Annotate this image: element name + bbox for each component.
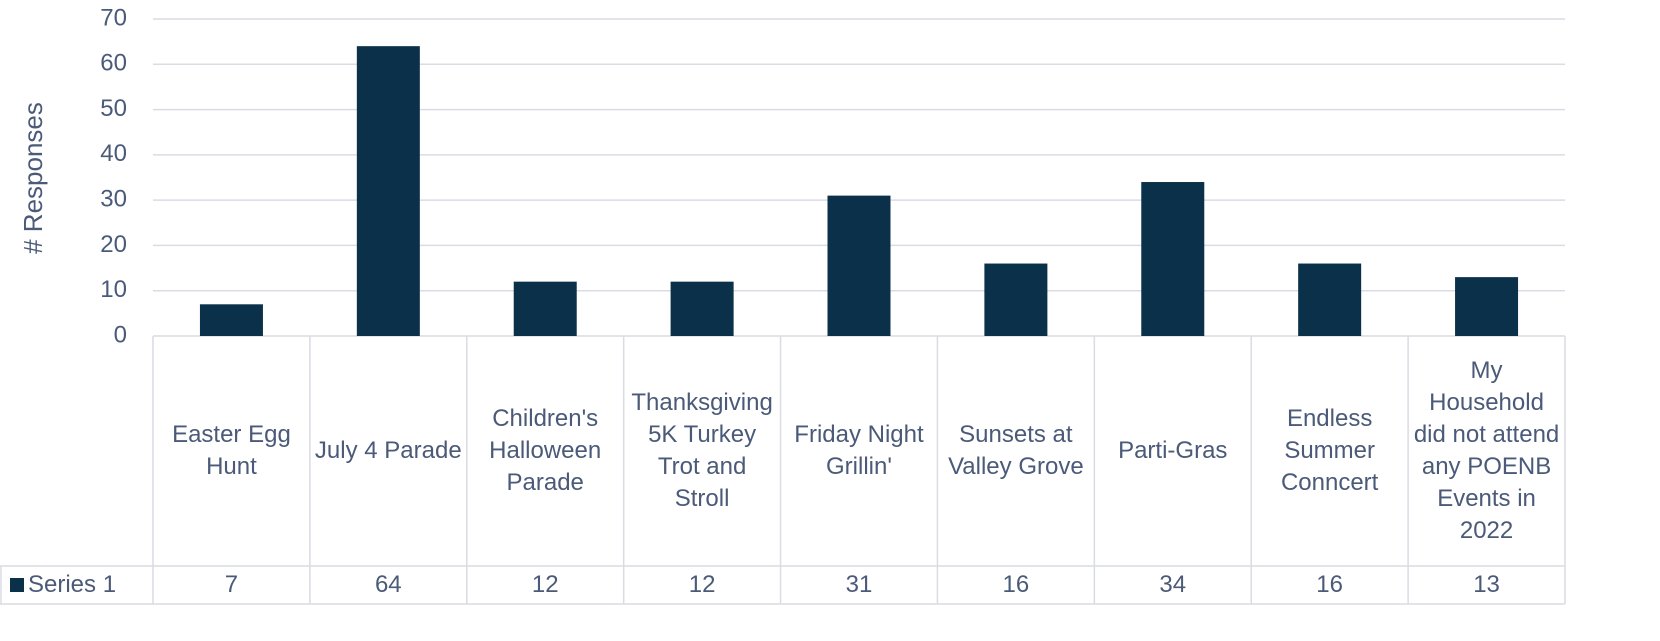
table-value: 12 bbox=[688, 571, 716, 598]
category-label: Sunsets at Valley Grove bbox=[948, 421, 1084, 480]
table-value: 16 bbox=[1002, 571, 1030, 598]
bar bbox=[670, 281, 734, 336]
legend-label: Series 1 bbox=[28, 571, 117, 598]
category-label: Thanksgiving 5K Turkey Trot and Stroll bbox=[631, 389, 773, 512]
bar bbox=[827, 195, 891, 336]
table-value: 12 bbox=[531, 571, 559, 598]
category-label: July 4 Parade bbox=[314, 437, 462, 464]
bar bbox=[984, 263, 1048, 336]
category-label: Easter Egg Hunt bbox=[172, 421, 291, 480]
y-tick-label: 50 bbox=[100, 95, 127, 122]
category-label: Friday Night Grillin' bbox=[794, 421, 924, 480]
y-tick-label: 20 bbox=[100, 231, 127, 258]
legend-key bbox=[10, 578, 24, 592]
bar bbox=[1141, 182, 1205, 336]
bar bbox=[1455, 277, 1519, 336]
bar bbox=[1298, 263, 1362, 336]
table-value: 31 bbox=[845, 571, 873, 598]
y-tick-label: 40 bbox=[100, 140, 127, 167]
table-value: 16 bbox=[1316, 571, 1343, 598]
bar bbox=[513, 281, 577, 336]
y-tick-label: 30 bbox=[100, 185, 127, 212]
y-tick-label: 70 bbox=[100, 4, 127, 31]
category-label: My Household did not attend any POENB Ev… bbox=[1413, 357, 1560, 544]
y-axis-label: # Responses bbox=[18, 102, 48, 254]
category-label: Endless Summer Conncert bbox=[1280, 405, 1379, 496]
bar bbox=[356, 46, 420, 337]
y-tick-label: 10 bbox=[100, 276, 127, 303]
category-label: Children's Halloween Parade bbox=[489, 405, 602, 496]
category-label: Parti-Gras bbox=[1118, 437, 1228, 464]
y-tick-label: 0 bbox=[114, 321, 127, 348]
table-value: 64 bbox=[374, 571, 402, 598]
table-value: 34 bbox=[1159, 571, 1187, 598]
bar bbox=[199, 304, 263, 336]
table-value: 13 bbox=[1473, 571, 1500, 598]
table-value: 7 bbox=[224, 571, 239, 598]
y-tick-label: 60 bbox=[100, 50, 127, 77]
